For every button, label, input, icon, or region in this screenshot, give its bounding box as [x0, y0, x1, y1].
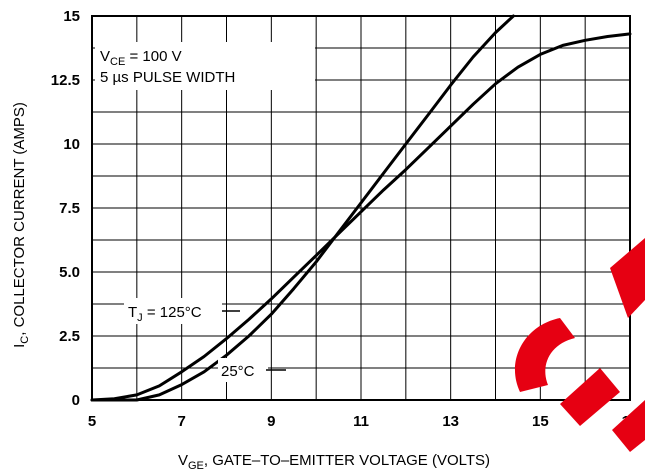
curve-25c [90, 14, 515, 402]
y-axis-label: IC, COLLECTOR CURRENT (AMPS) [11, 102, 31, 348]
y-tick-label: 0 [72, 392, 80, 409]
y-tick-label: 7.5 [59, 200, 80, 217]
plot-frame [91, 15, 631, 401]
x-tick-label: 15 [532, 413, 549, 430]
x-tick-label: 5 [88, 413, 96, 430]
y-tick-label: 12.5 [51, 72, 80, 89]
vce-annotation-box [95, 42, 315, 90]
x-axis-label: VGE, GATE–TO–EMITTER VOLTAGE (VOLTS) [178, 452, 490, 471]
y-tick-label: 15 [63, 8, 80, 25]
tj-subscript: J [137, 312, 143, 324]
curve-tj-125c [90, 32, 632, 402]
tj-annotation: TJ = 125°C [128, 304, 202, 324]
x-tick-label: 9 [267, 413, 275, 430]
x-axis-label-subscript: GE [188, 460, 204, 471]
y-tick-label: 10 [63, 136, 80, 153]
t25-annotation-box [218, 358, 268, 382]
watermark-logo [514, 238, 645, 452]
curves [90, 14, 632, 402]
y-tick-label: 5.0 [59, 264, 80, 281]
t25-annotation: 25°C [221, 363, 255, 380]
vce-subscript: CE [110, 56, 125, 68]
x-tick-label: 13 [442, 413, 459, 430]
vce-annotation: VCE = 100 V [100, 48, 182, 68]
x-tick-label: 7 [177, 413, 185, 430]
pulse-width-annotation: 5 µs PULSE WIDTH [100, 69, 235, 86]
tj-annotation-box [124, 298, 222, 324]
y-tick-label: 2.5 [59, 328, 80, 345]
x-tick-label: 11 [353, 413, 369, 430]
y-axis-label-subscript: C [19, 336, 31, 344]
